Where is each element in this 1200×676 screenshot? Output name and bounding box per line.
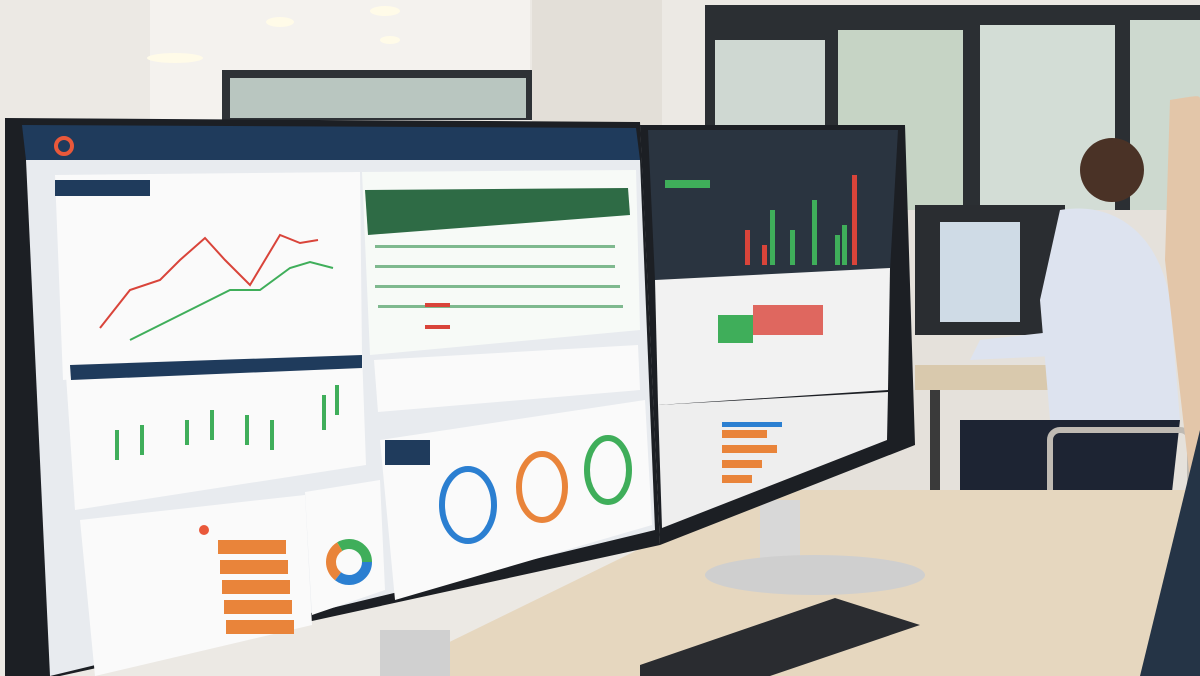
line-chart-panel: [55, 172, 362, 380]
dashboard-header: [22, 125, 640, 160]
monitor-stand: [380, 630, 450, 676]
trousers: [960, 420, 1180, 510]
keyboard: [640, 598, 920, 676]
horizontal-bars: [658, 392, 888, 528]
ceiling-lights: [147, 6, 400, 63]
summary-list-panel: [374, 345, 640, 412]
chart-bars: [745, 175, 857, 265]
series-green: [129, 260, 334, 341]
left-monitor: [5, 118, 660, 676]
ring-green: [584, 435, 632, 505]
shirt: [1040, 208, 1180, 420]
app-logo-icon: [54, 136, 74, 156]
right-monitor: [640, 125, 925, 595]
data-table-panel: [362, 170, 640, 355]
pillar: [532, 0, 662, 125]
ring-blue: [439, 466, 497, 544]
progress-table: [655, 268, 890, 405]
head: [1080, 138, 1144, 202]
pie-chart-panel: [305, 480, 385, 615]
bar-list-panel: [80, 495, 312, 676]
candlestick-panel: [65, 352, 366, 510]
series-red: [99, 233, 319, 329]
ring-orange: [516, 451, 568, 523]
donut-rings-panel: [380, 400, 652, 600]
